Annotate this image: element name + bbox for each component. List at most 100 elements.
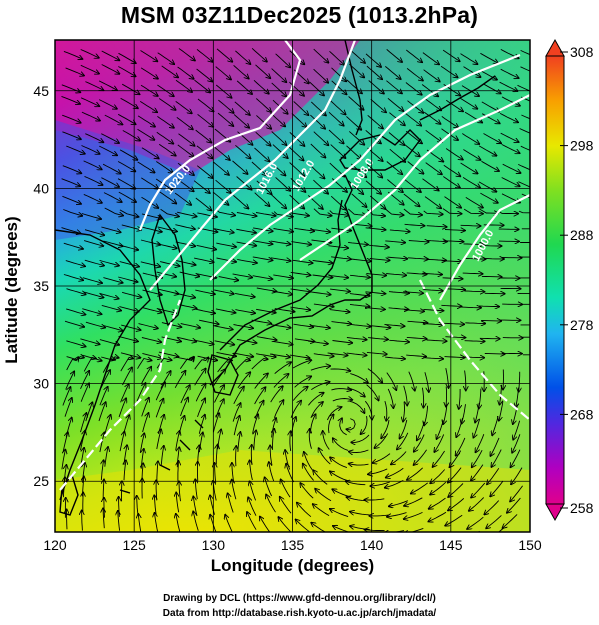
streamline bbox=[216, 445, 217, 465]
streamline bbox=[85, 321, 105, 327]
streamline bbox=[67, 509, 68, 530]
streamline bbox=[484, 500, 500, 515]
streamline bbox=[441, 116, 459, 127]
data-credit: Data from http://database.rish.kyoto-u.a… bbox=[162, 608, 437, 619]
streamline bbox=[141, 196, 159, 208]
streamline bbox=[511, 449, 521, 468]
streamline bbox=[101, 64, 120, 74]
colorbar-label: 258 bbox=[570, 500, 594, 516]
streamline bbox=[104, 114, 123, 124]
streamline bbox=[328, 111, 344, 126]
streamline bbox=[479, 69, 498, 80]
streamline bbox=[310, 114, 325, 129]
streamline bbox=[83, 193, 102, 203]
streamline bbox=[332, 341, 353, 343]
streamline bbox=[141, 177, 158, 189]
streamline bbox=[228, 493, 234, 513]
streamline bbox=[103, 325, 122, 331]
korea-coast bbox=[151, 213, 186, 327]
streamline bbox=[460, 307, 481, 308]
streamline bbox=[256, 287, 277, 291]
streamline bbox=[252, 275, 273, 279]
streamline bbox=[406, 49, 422, 62]
coastlines bbox=[55, 40, 496, 516]
streamline bbox=[367, 147, 383, 161]
streamline bbox=[462, 133, 479, 145]
streamline bbox=[214, 228, 234, 233]
streamline bbox=[84, 259, 104, 265]
streamline bbox=[117, 113, 135, 124]
streamline bbox=[289, 81, 304, 96]
streamline bbox=[256, 115, 271, 128]
streamline bbox=[80, 49, 99, 58]
streamline bbox=[483, 259, 504, 260]
streamline bbox=[290, 271, 311, 275]
isobar-1012 bbox=[209, 53, 521, 281]
streamline bbox=[313, 179, 328, 194]
streamline bbox=[156, 429, 161, 450]
streamline bbox=[403, 193, 420, 206]
streamline bbox=[180, 323, 201, 328]
streamline bbox=[179, 481, 181, 502]
streamline bbox=[397, 432, 409, 450]
streamline bbox=[179, 357, 193, 370]
streamline bbox=[270, 161, 286, 176]
streamline bbox=[63, 242, 83, 249]
streamline bbox=[215, 179, 231, 193]
streamline bbox=[443, 241, 464, 242]
streamline bbox=[387, 388, 393, 408]
streamline bbox=[497, 527, 504, 532]
streamline bbox=[459, 389, 460, 409]
colorbar-top-arrow bbox=[545, 38, 565, 57]
streamline bbox=[273, 274, 293, 278]
streamline bbox=[463, 66, 481, 78]
streamline bbox=[140, 261, 160, 267]
streamline bbox=[214, 289, 234, 294]
colorbar-bottom-arrow bbox=[545, 503, 565, 522]
streamline bbox=[281, 479, 291, 498]
streamline bbox=[403, 385, 408, 406]
streamline bbox=[366, 274, 386, 276]
streamline bbox=[367, 114, 383, 128]
streamline bbox=[348, 131, 364, 144]
streamline bbox=[323, 431, 330, 450]
streamline bbox=[195, 308, 216, 313]
streamline bbox=[331, 67, 347, 82]
streamline bbox=[195, 289, 215, 294]
streamline bbox=[501, 143, 520, 153]
streamline bbox=[158, 288, 179, 294]
streamline bbox=[331, 228, 351, 230]
streamline bbox=[235, 292, 255, 297]
streamline bbox=[156, 131, 174, 143]
streamline bbox=[465, 323, 485, 324]
streamline bbox=[214, 340, 235, 345]
streamline bbox=[465, 197, 483, 207]
streamline bbox=[368, 245, 389, 247]
streamline bbox=[84, 291, 103, 298]
honshu-coast bbox=[209, 174, 373, 386]
streamline bbox=[195, 479, 197, 500]
streamline bbox=[233, 195, 248, 208]
streamline bbox=[391, 451, 407, 465]
streamline bbox=[196, 49, 213, 62]
colorbar-body bbox=[545, 55, 565, 505]
streamline bbox=[248, 497, 257, 516]
streamline bbox=[197, 398, 206, 418]
streamline bbox=[271, 68, 287, 83]
streamline bbox=[197, 114, 214, 126]
streamline bbox=[101, 304, 121, 310]
streamline bbox=[444, 230, 465, 231]
streamline bbox=[157, 116, 174, 127]
streamline bbox=[120, 384, 129, 403]
streamline bbox=[426, 259, 446, 260]
streamline bbox=[313, 208, 332, 216]
streamline bbox=[456, 417, 463, 437]
streamline bbox=[481, 160, 500, 171]
streamline bbox=[104, 207, 123, 216]
streamline bbox=[225, 515, 233, 532]
streamline bbox=[80, 413, 87, 433]
streamline bbox=[403, 401, 405, 422]
streamline bbox=[464, 291, 484, 292]
streamline bbox=[389, 230, 410, 232]
